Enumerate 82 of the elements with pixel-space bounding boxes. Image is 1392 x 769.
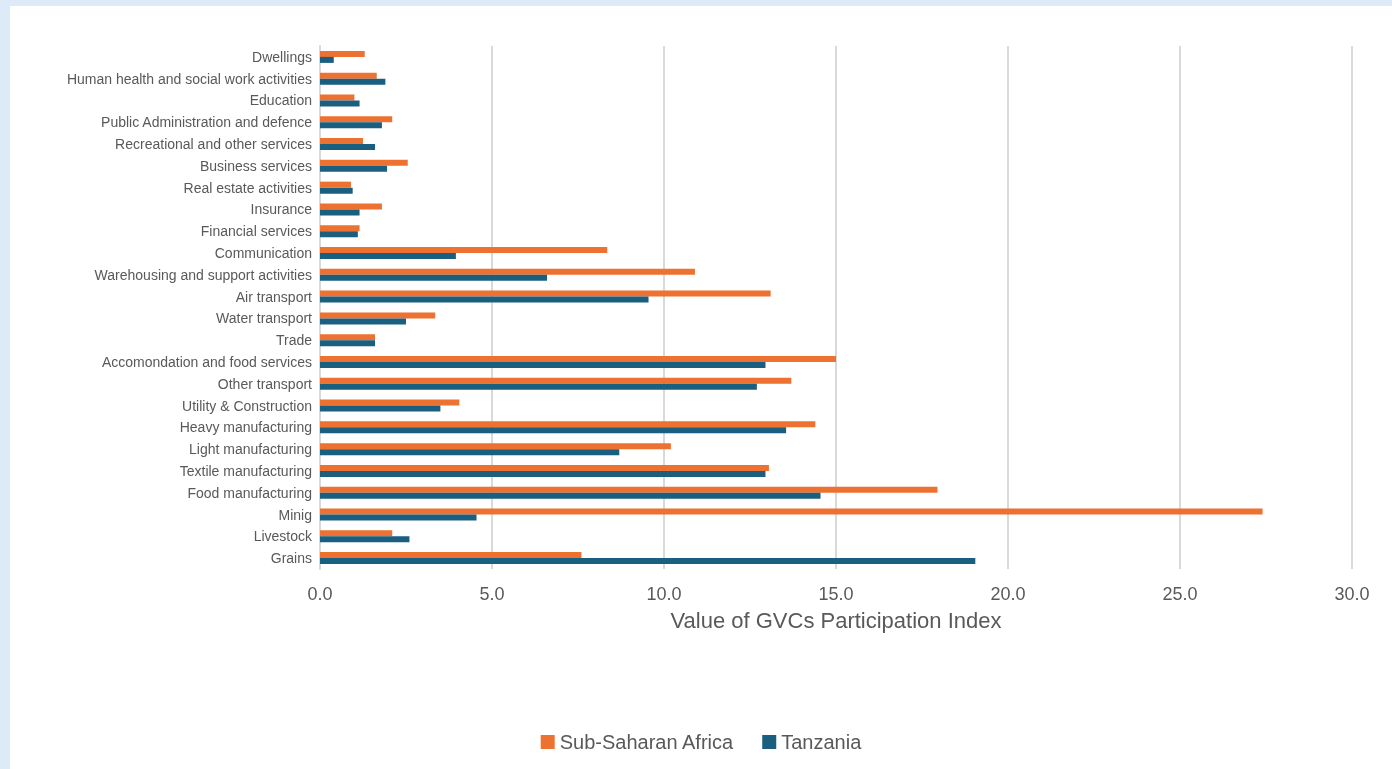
bar	[320, 334, 376, 341]
bar	[320, 78, 386, 85]
bar	[320, 122, 382, 129]
y-tick-label: Communication	[214, 245, 312, 262]
bar	[320, 421, 816, 428]
y-tick-label: Financial services	[200, 223, 312, 240]
bar	[320, 508, 1263, 515]
y-tick-label: Air transport	[235, 288, 313, 305]
legend-label: Sub-Saharan Africa	[559, 731, 735, 753]
y-tick-label: Utility & Construction	[182, 397, 312, 414]
bar	[320, 290, 771, 297]
bar	[320, 383, 757, 390]
bar	[320, 318, 406, 325]
y-tick-label: Business services	[199, 157, 312, 174]
x-tick-label: 30.0	[1334, 584, 1370, 604]
bar	[320, 209, 360, 216]
bar	[320, 231, 358, 238]
y-tick-label: Insurance	[250, 201, 313, 218]
x-tick-label: 5.0	[479, 584, 505, 604]
y-tick-label: Light manufacturing	[189, 441, 312, 458]
bar	[320, 181, 351, 188]
y-tick-label: Human health and social work activities	[66, 70, 312, 87]
bar	[320, 464, 769, 471]
y-tick-label: Recreational and other services	[115, 136, 312, 153]
x-tick-label: 20.0	[990, 584, 1026, 604]
bar	[320, 427, 787, 434]
bar	[320, 486, 938, 493]
bar	[320, 377, 792, 384]
bar	[320, 536, 410, 543]
y-tick-label: Public Administration and defence	[101, 114, 313, 131]
bar	[320, 225, 360, 232]
bar	[320, 72, 377, 79]
y-tick-label: Education	[249, 92, 312, 109]
bar	[320, 340, 376, 347]
y-tick-label: Real estate activities	[183, 179, 312, 196]
bar	[320, 492, 821, 499]
y-tick-label: Water transport	[216, 310, 313, 327]
bar	[320, 203, 382, 210]
y-tick-label: Dwellings	[252, 48, 312, 65]
bar	[320, 399, 460, 406]
bar	[320, 470, 766, 477]
y-tick-label: Textile manufacturing	[179, 462, 312, 479]
x-tick-label: 0.0	[307, 584, 333, 604]
y-tick-label: Minig	[278, 506, 312, 523]
bar	[320, 530, 393, 537]
bar	[320, 296, 649, 303]
bar	[320, 50, 365, 57]
bar	[320, 247, 608, 254]
x-tick-label: 25.0	[1162, 584, 1198, 604]
bar	[320, 116, 393, 123]
y-tick-label: Warehousing and support activities	[94, 266, 312, 283]
bar	[320, 312, 436, 319]
x-tick-label: 10.0	[646, 584, 682, 604]
bar	[320, 138, 363, 145]
y-tick-label: Grains	[270, 550, 312, 567]
bar	[320, 159, 408, 166]
bar	[320, 361, 766, 368]
bar	[320, 514, 477, 521]
x-axis-title: Value of GVCs Participation Index	[670, 607, 1002, 633]
y-tick-label: Trade	[275, 332, 313, 349]
bar	[320, 144, 376, 151]
bar	[320, 355, 836, 362]
bar	[320, 449, 620, 456]
bar	[320, 100, 360, 107]
legend-label: Tanzania	[781, 731, 863, 753]
bar	[320, 165, 388, 172]
bar	[320, 274, 548, 281]
bar	[320, 405, 441, 412]
bar	[320, 268, 695, 275]
bar	[320, 558, 976, 565]
bar	[320, 552, 582, 559]
y-tick-label: Livestock	[253, 528, 313, 545]
y-tick-label: Heavy manufacturing	[179, 419, 312, 436]
y-tick-label: Food manufacturing	[187, 484, 312, 501]
bar	[320, 94, 355, 101]
bar	[320, 187, 353, 194]
bar	[320, 56, 334, 63]
y-tick-label: Accomondation and food services	[101, 353, 312, 370]
bar	[320, 253, 456, 260]
y-tick-label: Other transport	[217, 375, 313, 392]
x-tick-label: 15.0	[818, 584, 854, 604]
bar	[320, 443, 671, 450]
